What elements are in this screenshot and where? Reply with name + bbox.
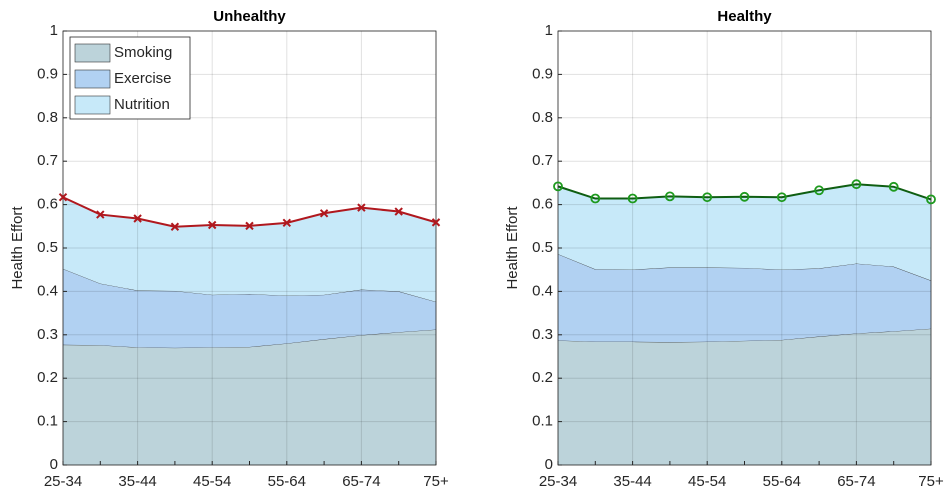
x-tick-label: 55-64 xyxy=(268,473,306,490)
marker xyxy=(394,207,403,216)
legend-swatch xyxy=(74,69,111,89)
chart-title: Healthy xyxy=(717,8,772,25)
x-tick-label: 35-44 xyxy=(613,473,651,490)
marker xyxy=(553,181,563,192)
legend-label: Exercise xyxy=(114,70,172,87)
x-tick-label: 65-74 xyxy=(342,473,380,490)
x-tick-label: 25-34 xyxy=(539,473,577,490)
x-tick-label: 35-44 xyxy=(118,473,156,490)
y-tick-label: 0.5 xyxy=(532,239,553,256)
y-tick-label: 0.7 xyxy=(532,152,553,169)
marker xyxy=(431,218,441,227)
x-tick-label: 75+ xyxy=(423,473,449,490)
x-tick-label: 45-54 xyxy=(688,473,726,490)
area xyxy=(63,329,436,465)
x-tick-label: 55-64 xyxy=(763,473,801,490)
area xyxy=(558,184,931,281)
y-tick-label: 0.4 xyxy=(532,282,553,299)
legend-swatch xyxy=(74,95,111,115)
y-tick-label: 0 xyxy=(545,456,553,473)
marker xyxy=(58,193,68,202)
area xyxy=(63,197,436,302)
y-axis-label: Health Effort xyxy=(504,206,521,290)
y-tick-label: 0.7 xyxy=(37,152,58,169)
marker xyxy=(357,203,366,212)
total-line xyxy=(557,183,932,201)
marker xyxy=(739,191,750,202)
y-tick-label: 0.1 xyxy=(37,413,58,430)
legend-swatch xyxy=(74,43,111,63)
marker xyxy=(590,193,601,204)
y-tick-label: 0.5 xyxy=(37,239,58,256)
x-tick-label: 75+ xyxy=(918,473,944,490)
marker xyxy=(665,191,675,202)
x-tick-label: 65-74 xyxy=(837,473,875,490)
y-tick-label: 0.2 xyxy=(37,369,58,386)
y-tick-label: 0.8 xyxy=(37,109,58,126)
area xyxy=(558,254,931,343)
marker xyxy=(702,192,713,203)
y-tick-label: 0.9 xyxy=(532,65,553,82)
y-tick-label: 0.8 xyxy=(532,109,553,126)
y-tick-label: 0.6 xyxy=(532,196,553,213)
y-tick-label: 0.9 xyxy=(37,65,58,82)
y-tick-label: 0.3 xyxy=(532,326,553,343)
y-tick-label: 0.1 xyxy=(532,413,553,430)
y-tick-label: 0.3 xyxy=(37,326,58,343)
marker xyxy=(170,222,180,231)
x-tick-label: 25-34 xyxy=(44,473,82,490)
y-tick-label: 1 xyxy=(50,22,58,39)
y-tick-label: 0 xyxy=(50,456,58,473)
marker xyxy=(96,210,105,219)
legend-label: Nutrition xyxy=(114,96,170,113)
marker xyxy=(207,220,217,230)
marker xyxy=(245,221,254,231)
y-tick-label: 0.4 xyxy=(37,282,58,299)
area xyxy=(558,328,931,465)
marker xyxy=(926,194,936,205)
y-tick-label: 0.2 xyxy=(532,369,553,386)
y-tick-label: 1 xyxy=(545,22,553,39)
marker xyxy=(888,181,899,192)
x-tick-label: 45-54 xyxy=(193,473,231,490)
y-tick-label: 0.6 xyxy=(37,196,58,213)
marker xyxy=(814,185,824,196)
marker xyxy=(627,193,638,204)
marker xyxy=(776,192,787,203)
area xyxy=(63,268,436,348)
marker xyxy=(851,179,862,190)
marker xyxy=(282,218,292,228)
y-axis-label: Health Effort xyxy=(9,206,26,290)
marker xyxy=(319,209,329,218)
legend-label: Smoking xyxy=(114,44,172,61)
chart-title: Unhealthy xyxy=(213,8,286,25)
marker xyxy=(133,214,142,223)
